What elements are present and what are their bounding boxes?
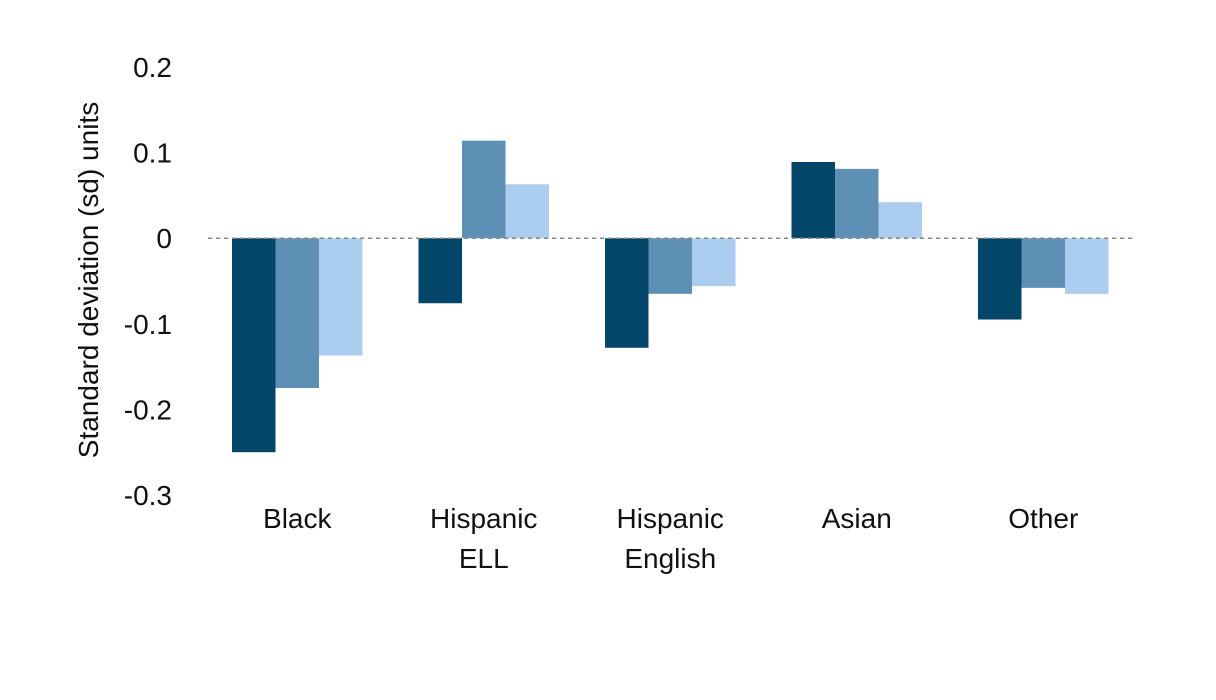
x-category-label: Asian [822,503,892,534]
y-axis-tick-labels: 0.2 0.1 0 -0.1 -0.2 -0.3 [124,52,172,511]
bar [878,202,922,239]
y-tick-label: -0.3 [124,480,172,511]
bar [978,238,1022,320]
y-tick-label: -0.2 [124,394,172,425]
bar [1021,238,1065,288]
bar [232,238,276,453]
y-tick-label: -0.1 [124,309,172,340]
y-tick-label: 0.1 [133,138,172,169]
bar [319,238,363,356]
bar [791,162,835,239]
bar [418,238,462,304]
bars-group [232,140,1109,453]
x-category-label: Other [1008,503,1078,534]
x-category-label-line: Asian [822,503,892,534]
bar [275,238,319,388]
bar [605,238,649,348]
category-labels: Black Hispanic ELL Hispanic English Asian Othe… [263,503,1078,574]
bar [835,168,879,239]
x-category-label-line: English [624,543,716,574]
bar [648,238,692,294]
x-category-label: Hispanic ELL [430,503,537,574]
x-category-label: Hispanic English [617,503,724,574]
x-category-label-line: ELL [459,543,509,574]
bar [505,184,549,239]
x-category-label-line: Black [263,503,332,534]
x-category-label-line: Hispanic [617,503,724,534]
x-category-label-line: Hispanic [430,503,537,534]
x-category-label-line: Other [1008,503,1078,534]
y-axis-title: Standard deviation (sd) units [73,102,104,458]
x-category-label: Black [263,503,332,534]
bar [692,238,736,287]
y-tick-label: 0.2 [133,52,172,83]
bar [1065,238,1109,294]
y-tick-label: 0 [156,223,172,254]
bar [462,140,506,239]
